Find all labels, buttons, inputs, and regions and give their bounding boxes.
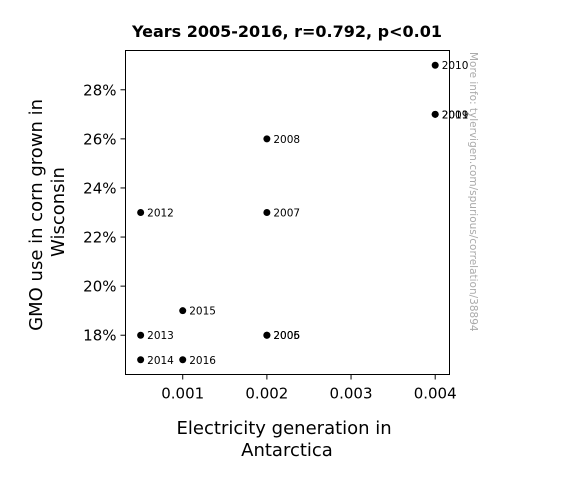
data-point-2011 xyxy=(431,110,439,118)
x-axis-ticks: 0.001 0.002 0.003 0.004 xyxy=(161,374,457,403)
x-axis-label-line-1: Electricity generation in xyxy=(177,418,392,439)
data-point-2012 xyxy=(137,209,145,216)
data-point-label-2008: 2008 xyxy=(273,134,300,146)
data-point-label-2006: 2006 xyxy=(273,330,300,342)
x-tick-label: 0.001 xyxy=(161,385,204,403)
data-point-label-2009: 2009 xyxy=(442,109,469,121)
data-point-label-2015: 2015 xyxy=(189,306,216,318)
source-watermark: More info: tylervigen.com/spurious/corre… xyxy=(467,52,479,332)
y-tick-label: 22% xyxy=(83,229,116,247)
data-point-label-2010: 2010 xyxy=(442,60,469,72)
y-axis-ticks: 18% 20% 22% 24% 26% 28% xyxy=(83,81,126,345)
x-tick-label: 0.003 xyxy=(330,385,373,403)
x-axis-label: Electricity generation in Antarctica xyxy=(177,418,398,461)
data-point-2010 xyxy=(431,61,439,69)
x-tick-label: 0.002 xyxy=(245,385,288,403)
y-tick-label: 26% xyxy=(83,130,116,148)
y-axis-label: GMO use in corn grown in Wisconsin xyxy=(26,93,69,331)
y-tick-label: 24% xyxy=(83,179,116,197)
data-point-2015 xyxy=(179,307,187,315)
y-tick-label: 20% xyxy=(83,278,116,296)
data-point-2016 xyxy=(179,356,187,364)
data-point-label-2013: 2013 xyxy=(147,330,174,342)
data-point-label-2016: 2016 xyxy=(189,355,216,367)
data-point-2006 xyxy=(263,331,271,339)
data-point-label-2007: 2007 xyxy=(273,208,300,220)
y-axis-label-line-2: Wisconsin xyxy=(48,167,69,257)
x-axis-label-line-2: Antarctica xyxy=(241,440,333,461)
data-point-label-2014: 2014 xyxy=(147,355,174,367)
data-point-2013 xyxy=(137,331,145,339)
data-point-2008 xyxy=(263,135,271,143)
data-point-label-2005: 2005 xyxy=(273,330,300,342)
x-tick-label: 0.004 xyxy=(414,385,457,403)
y-tick-label: 18% xyxy=(83,327,116,345)
y-tick-label: 28% xyxy=(83,81,116,99)
data-point-2007 xyxy=(263,209,271,216)
chart-title: Years 2005-2016, r=0.792, p<0.01 xyxy=(131,22,442,41)
plot-area-frame xyxy=(125,50,450,375)
y-axis-label-line-1: GMO use in corn grown in xyxy=(26,99,47,331)
data-point-2014 xyxy=(137,356,145,364)
data-point-label-2012: 2012 xyxy=(147,208,174,220)
data-point-label-2011: 2011 xyxy=(442,109,469,121)
